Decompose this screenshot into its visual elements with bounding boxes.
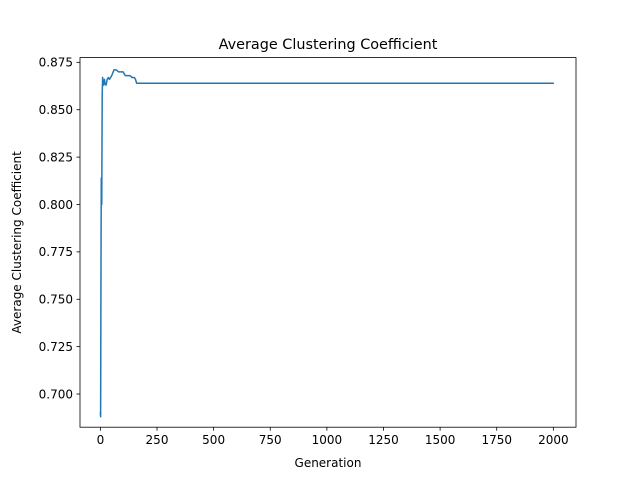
y-axis-ticks: 0.700 0.725 0.750 0.775 0.800 0.825 0.850 0.875	[39, 56, 80, 401]
y-tick-label: 0.775	[39, 245, 73, 259]
y-tick-label: 0.750	[39, 293, 73, 307]
x-axis-ticks: 0 250 500 750 1000 1250 1500 1750 2000	[97, 427, 569, 447]
y-axis-label: Average Clustering Coefficient	[10, 151, 24, 334]
x-tick-label: 1000	[312, 433, 343, 447]
x-tick-label: 1750	[481, 433, 512, 447]
y-tick-label: 0.725	[39, 340, 73, 354]
y-tick-label: 0.875	[39, 56, 73, 70]
y-tick-label: 0.850	[39, 103, 73, 117]
x-tick-label: 500	[202, 433, 225, 447]
chart-title: Average Clustering Coefficient	[219, 37, 438, 53]
plot-area	[99, 69, 554, 418]
x-tick-label: 2000	[538, 433, 569, 447]
x-tick-label: 1500	[425, 433, 456, 447]
y-tick-label: 0.700	[39, 387, 73, 401]
x-tick-label: 250	[146, 433, 169, 447]
x-tick-label: 750	[259, 433, 282, 447]
y-tick-label: 0.825	[39, 150, 73, 164]
x-axis-label: Generation	[295, 456, 362, 470]
x-tick-label: 1250	[368, 433, 399, 447]
series-line-0	[99, 69, 554, 418]
axes-frame	[79, 57, 577, 428]
y-tick-label: 0.800	[39, 198, 73, 212]
x-tick-label: 0	[97, 433, 105, 447]
